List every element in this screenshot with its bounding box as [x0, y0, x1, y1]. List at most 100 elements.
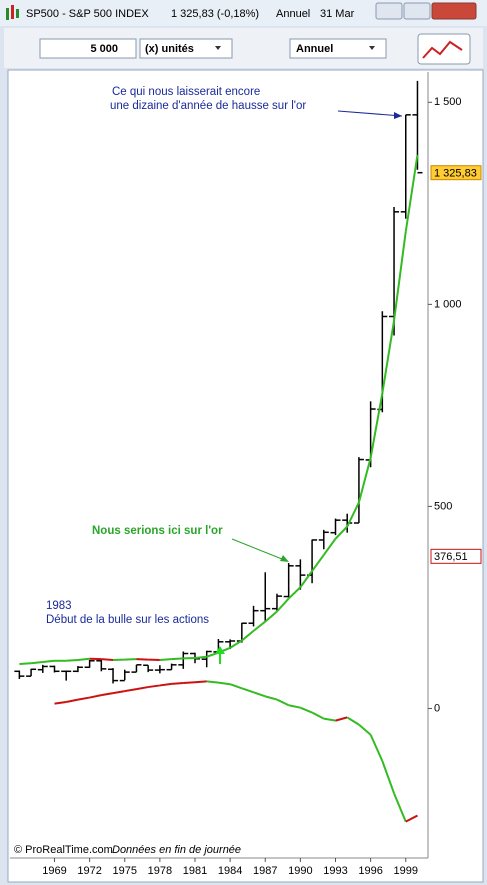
- indicator-line: [171, 682, 184, 685]
- indicator-line: [89, 694, 102, 699]
- moving-average-line: [264, 610, 278, 623]
- indicator-line: [311, 711, 325, 720]
- indicator-line: [393, 792, 407, 823]
- dropdown-arrow: [215, 46, 221, 50]
- moving-average-line: [42, 659, 55, 663]
- indicator-line: [229, 683, 243, 690]
- price: 1 325,83 (-0,18%): [171, 8, 259, 20]
- minimize-button[interactable]: [375, 2, 403, 20]
- moving-average-line: [30, 661, 43, 665]
- indicator-line: [54, 701, 67, 705]
- period-select[interactable]: [289, 38, 387, 59]
- x-tick-label: 1987: [253, 865, 277, 877]
- y-tick-label: 1 500: [434, 96, 462, 108]
- dropdown-arrow: [369, 46, 375, 50]
- indicator-line: [124, 688, 137, 693]
- indicator-line: [264, 695, 278, 701]
- annotation: 1983: [46, 600, 72, 612]
- x-tick-label: 1999: [394, 865, 418, 877]
- x-tick-label: 1972: [77, 865, 101, 877]
- indicator-line: [136, 686, 149, 691]
- indicator-line: [253, 691, 266, 698]
- moving-average-line: [381, 320, 396, 394]
- indicator-line: [101, 692, 114, 697]
- moving-average-line: [322, 538, 337, 556]
- moving-average-line: [357, 457, 372, 503]
- moving-average-line: [299, 570, 313, 588]
- footer-note: Données en fin de journée: [112, 844, 241, 856]
- app-icon: [11, 5, 14, 19]
- indicator-line: [206, 680, 219, 684]
- last-value-label: 1 325,83: [434, 168, 477, 180]
- annotation-arrow: [337, 110, 403, 117]
- indicator-line: [183, 681, 196, 685]
- indicator-line: [346, 716, 360, 726]
- indicator-line: [323, 717, 336, 722]
- moving-average-line: [19, 662, 32, 666]
- annotation: une dizaine d'année de hausse sur l'or: [110, 100, 306, 112]
- x-tick-label: 1996: [358, 865, 382, 877]
- quantity: 5 000: [90, 43, 118, 55]
- moving-average-line: [334, 525, 348, 540]
- x-tick-label: 1975: [113, 865, 137, 877]
- y-tick-label: 1 000: [434, 298, 462, 310]
- indicator-line: [369, 734, 384, 762]
- close-button[interactable]: [431, 2, 477, 20]
- moving-average-line: [393, 231, 407, 321]
- x-tick-label: 1981: [183, 865, 207, 877]
- app-icon: [6, 8, 9, 20]
- moving-average-line: [311, 554, 325, 572]
- indicator-icon: [422, 40, 463, 59]
- instrument: SP500 - S&P 500 INDEX: [26, 8, 149, 20]
- indicator-line: [358, 723, 372, 736]
- indicator-line: [299, 706, 313, 714]
- indicator-line: [148, 684, 161, 689]
- maximize-button[interactable]: [403, 2, 431, 20]
- quantity-input[interactable]: [39, 38, 137, 59]
- moving-average-line: [66, 658, 78, 662]
- annotation: Ce qui nous laisserait encore: [112, 86, 260, 98]
- start-marker: [215, 646, 225, 664]
- x-tick-label: 1990: [288, 865, 312, 877]
- plot: 0 500 1 000 1 500 1969 1972 1975 1978 1981 1984 19…: [14, 80, 482, 877]
- indicator-line: [218, 681, 231, 686]
- indicator-line: [335, 716, 348, 722]
- indicator-line: [65, 698, 79, 703]
- x-tick-label: 1969: [42, 865, 66, 877]
- moving-average-line: [101, 658, 114, 661]
- annotation: Nous serions ici sur l'or: [92, 525, 223, 537]
- indicator-line: [112, 690, 125, 695]
- x-tick-label: 1993: [323, 865, 347, 877]
- indicator-line: [159, 682, 172, 687]
- last-value-label: 376,51: [434, 551, 468, 563]
- chart-panel: [7, 69, 484, 883]
- indicator-line: [276, 698, 290, 707]
- moving-average-line: [346, 501, 360, 528]
- moving-average-line: [252, 620, 266, 632]
- annotation-arrow: [231, 538, 288, 562]
- moving-average-line: [287, 586, 302, 600]
- unit: (x) unités: [145, 43, 194, 55]
- indicator-line: [241, 687, 254, 694]
- moving-average-line: [229, 639, 243, 649]
- last-value-box: [430, 165, 482, 181]
- moving-average-line: [276, 597, 290, 613]
- moving-average-line: [77, 657, 90, 661]
- date: 31 Mar: [320, 8, 355, 20]
- annotation: Début de la bulle sur les actions: [46, 614, 209, 626]
- annotation-arrowhead: [394, 112, 402, 119]
- indicator-line: [77, 696, 90, 701]
- moving-average-line: [171, 657, 184, 661]
- indicator-line: [405, 814, 418, 823]
- y-tick-label: 0: [434, 702, 440, 714]
- indicator-line: [288, 704, 301, 709]
- unit-select[interactable]: [139, 38, 233, 59]
- moving-average-line: [159, 658, 172, 661]
- moving-average-line: [369, 393, 384, 459]
- annotation-arrowhead: [280, 555, 289, 562]
- period: Annuel: [276, 8, 310, 20]
- moving-average-line: [194, 655, 207, 659]
- x-tick-label: 1978: [148, 865, 172, 877]
- x-tick-label: 1984: [218, 865, 242, 877]
- indicator-line: [381, 760, 395, 794]
